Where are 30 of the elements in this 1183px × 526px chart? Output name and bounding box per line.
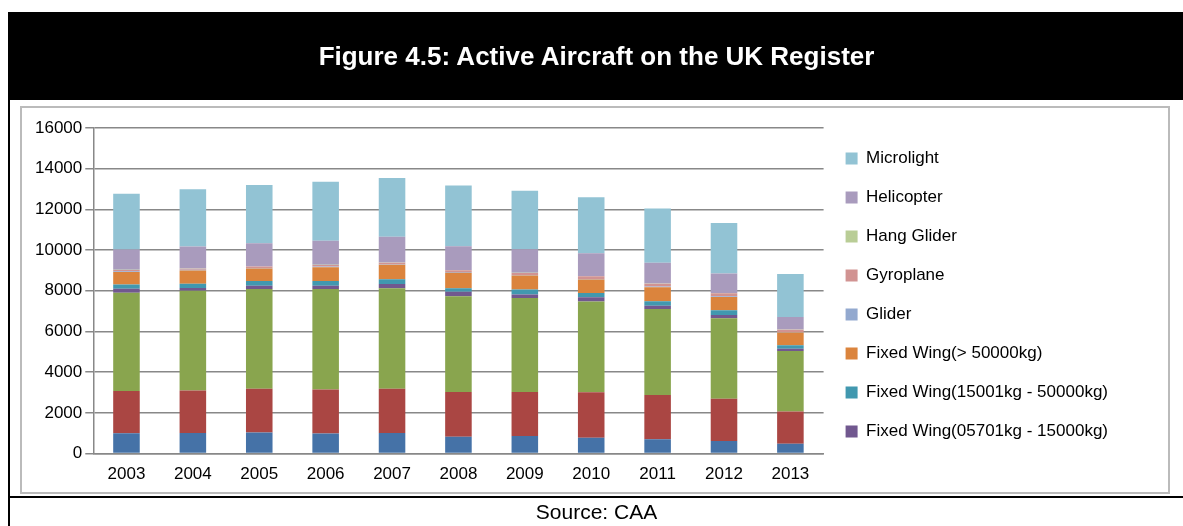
x-tick-label: 2006 — [306, 464, 345, 484]
legend-label: Fixed Wing(05701kg - 15000kg) — [866, 421, 1109, 441]
x-tick-label: 2010 — [572, 464, 611, 484]
y-tick-label: 0 — [72, 443, 83, 463]
x-tick-label: 2008 — [439, 464, 478, 484]
x-tick-label: 2013 — [771, 464, 810, 484]
x-tick-label: 2009 — [505, 464, 544, 484]
legend-label: Microlight — [866, 148, 940, 168]
y-tick-label: 14000 — [34, 158, 83, 178]
x-tick-label: 2011 — [639, 464, 676, 484]
y-tick-label: 6000 — [44, 321, 83, 341]
x-tick-label: 2012 — [705, 464, 743, 484]
source-note: Source: CAA — [10, 496, 1183, 524]
chart-title: Figure 4.5: Active Aircraft on the UK Register — [10, 12, 1183, 100]
y-tick-label: 4000 — [44, 361, 83, 381]
x-tick-label: 2003 — [107, 464, 146, 484]
y-tick-label: 8000 — [44, 280, 83, 300]
legend-label: Gyroplane — [866, 265, 945, 285]
x-tick-label: 2005 — [240, 464, 279, 484]
legend-label: Fixed Wing(15001kg - 50000kg) — [866, 382, 1109, 402]
y-tick-label: 2000 — [44, 402, 83, 422]
legend-label: Helicopter — [866, 187, 943, 207]
x-tick-label: 2007 — [373, 464, 411, 484]
legend-label: Fixed Wing(> 50000kg) — [866, 343, 1043, 363]
x-tick-label: 2004 — [173, 464, 212, 484]
y-tick-label: 12000 — [34, 199, 83, 219]
y-tick-label: 10000 — [34, 239, 83, 259]
y-tick-label: 16000 — [34, 117, 83, 137]
legend-label: Glider — [866, 304, 912, 324]
legend-label: Hang Glider — [866, 226, 958, 246]
